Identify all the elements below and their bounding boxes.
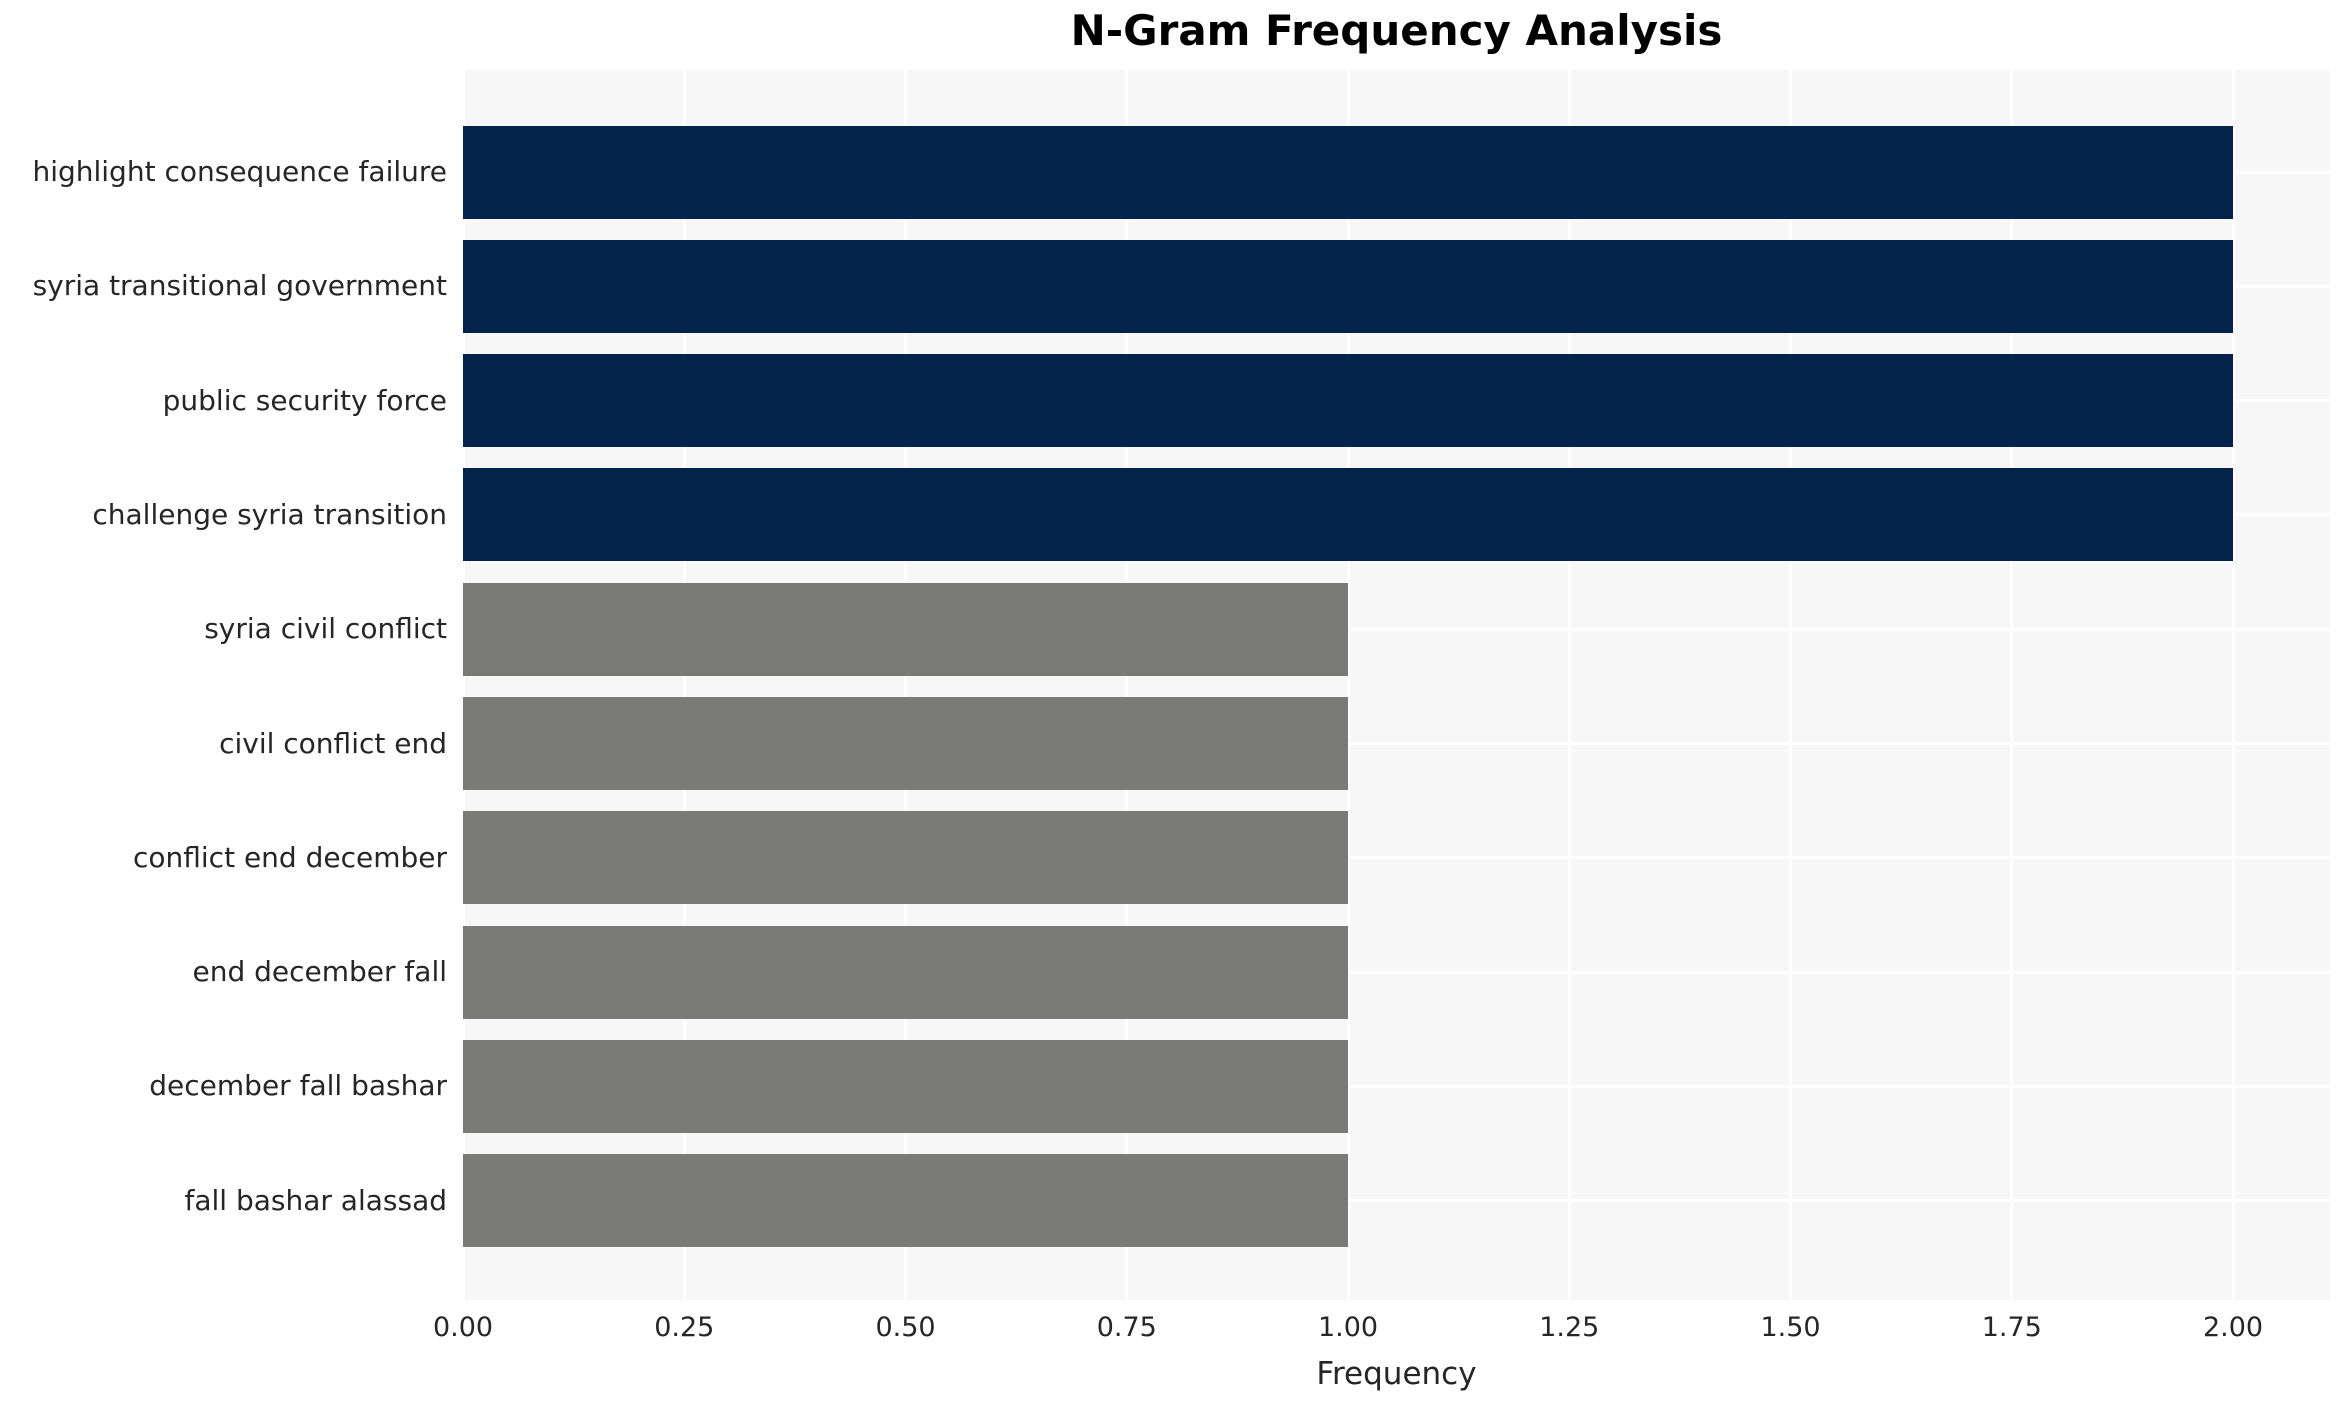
- vertical-gridline: [1125, 70, 1129, 1300]
- bar-highlight-consequence-failure: [463, 125, 2233, 219]
- x-tick-label: 0.00: [432, 1312, 494, 1343]
- chart-title: N-Gram Frequency Analysis: [1070, 6, 1723, 55]
- x-tick-label: 0.50: [875, 1312, 936, 1343]
- y-tick-label: challenge syria transition: [92, 497, 447, 531]
- y-tick-label: december fall bashar: [149, 1069, 447, 1103]
- horizontal-gridline: [463, 1084, 2330, 1088]
- bar-syria-civil-conflict: [463, 582, 1348, 676]
- bar-challenge-syria-transition: [463, 468, 2233, 562]
- y-tick-label: conflict end december: [132, 840, 447, 874]
- x-tick-label: 1.00: [1317, 1312, 1379, 1343]
- x-tick-label: 0.25: [654, 1312, 715, 1343]
- x-tick-label: 1.75: [1981, 1312, 2042, 1343]
- bar-public-security-force: [463, 354, 2233, 448]
- y-tick-label: end december fall: [192, 955, 447, 989]
- x-tick-label: 0.75: [1096, 1312, 1157, 1343]
- y-tick-label: fall bashar alassad: [184, 1183, 447, 1217]
- y-tick-label: syria transitional government: [32, 269, 447, 303]
- vertical-gridline: [2231, 70, 2235, 1300]
- vertical-gridline: [2010, 70, 2014, 1300]
- y-tick-label: syria civil conflict: [204, 612, 447, 646]
- bar-conflict-end-december: [463, 811, 1348, 905]
- bar-december-fall-bashar: [463, 1039, 1348, 1133]
- bar-syria-transitional-government: [463, 239, 2233, 333]
- vertical-gridline: [1346, 70, 1350, 1300]
- y-tick-label: highlight consequence failure: [32, 155, 447, 188]
- y-tick-label: public security force: [162, 383, 447, 417]
- horizontal-gridline: [463, 1199, 2330, 1203]
- horizontal-gridline: [463, 742, 2330, 745]
- vertical-gridline: [1567, 70, 1571, 1300]
- bar-civil-conflict-end: [463, 697, 1348, 790]
- y-tick-label: civil conflict end: [219, 726, 447, 760]
- x-tick-label: 1.25: [1539, 1312, 1600, 1343]
- vertical-gridline: [461, 70, 465, 1300]
- vertical-gridline: [682, 70, 686, 1300]
- vertical-gridline: [1789, 70, 1792, 1300]
- bar-end-december-fall: [463, 925, 1348, 1019]
- x-axis-title: Frequency: [1316, 1356, 1477, 1392]
- bar-fall-bashar-alassad: [463, 1154, 1348, 1248]
- horizontal-gridline: [463, 970, 2330, 974]
- x-tick-label: 1.50: [1760, 1312, 1821, 1343]
- x-tick-label: 2.00: [2202, 1312, 2264, 1343]
- horizontal-gridline: [463, 856, 2330, 860]
- horizontal-gridline: [463, 627, 2330, 631]
- plot-area: [461, 70, 2330, 1300]
- vertical-gridline: [904, 70, 907, 1300]
